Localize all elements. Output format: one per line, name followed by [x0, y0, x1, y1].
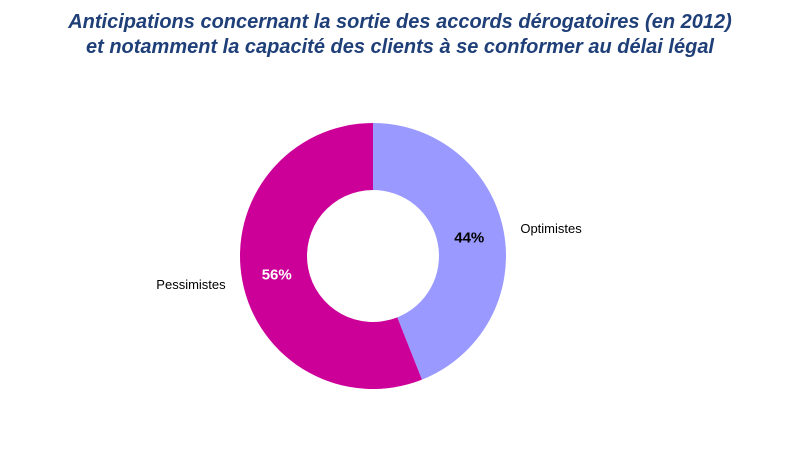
- category-label-pessimistes: Pessimistes: [156, 277, 226, 292]
- category-label-optimistes: Optimistes: [520, 221, 582, 236]
- data-label-pessimistes: 56%: [262, 266, 292, 283]
- chart-title-line-2: et notamment la capacité des clients à s…: [85, 36, 714, 58]
- donut-slices: [240, 123, 507, 389]
- slice-optimistes: [373, 123, 507, 380]
- slice-pessimistes: [240, 123, 422, 389]
- donut-labels: 44% Optimistes 56% Pessimistes: [156, 221, 582, 292]
- data-label-optimistes: 44%: [454, 230, 484, 247]
- chart-title: Anticipations concernant la sortie des a…: [0, 10, 800, 60]
- chart-title-line-1: Anticipations concernant la sortie des a…: [68, 11, 732, 33]
